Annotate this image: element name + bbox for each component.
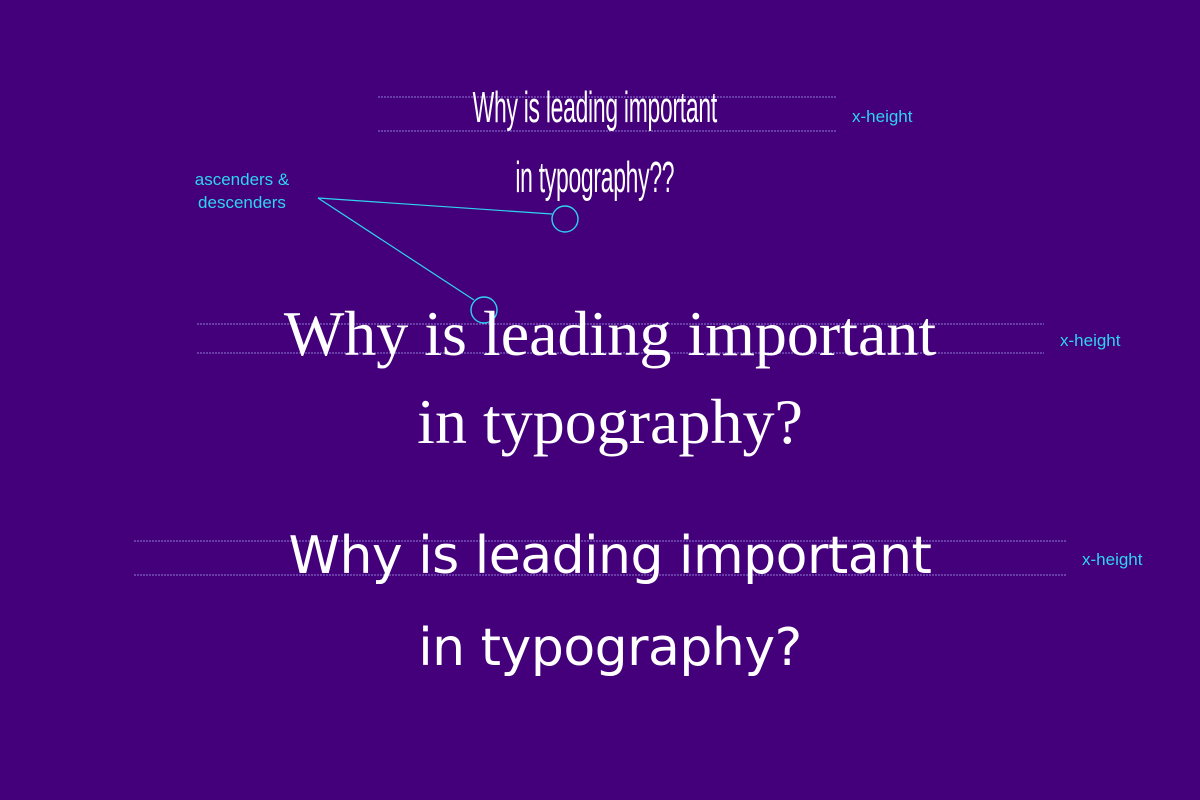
ascender-highlight-circle: [470, 296, 498, 324]
condensed-sample-text: Why is leading important in typography??: [283, 70, 907, 216]
callout-label-line-2: descenders: [198, 193, 286, 212]
sans-sample-line-1: Why is leading important: [288, 526, 932, 586]
serif-sample-text: Why is leading important in typography?: [10, 290, 1200, 466]
descender-highlight-circle: [551, 205, 579, 233]
condensed-sample-line-2: in typography??: [515, 153, 675, 202]
sans-sample-text: Why is leading important in typography?: [10, 510, 1200, 694]
x-height-label-3: x-height: [1082, 550, 1143, 569]
condensed-sample-line-1: Why is leading important: [472, 83, 718, 132]
ascenders-descenders-label: ascenders & descenders: [174, 168, 310, 214]
x-height-label-1: x-height: [852, 107, 913, 126]
serif-sample-line-1: Why is leading important: [283, 298, 937, 369]
serif-sample-line-2: in typography?: [417, 386, 803, 457]
callout-label-line-1: ascenders &: [194, 170, 290, 189]
sans-sample-line-2: in typography?: [418, 618, 802, 678]
x-height-label-2: x-height: [1060, 331, 1121, 350]
callout-leader-ascender: [317, 197, 475, 301]
callout-leader-descender: [317, 197, 553, 215]
